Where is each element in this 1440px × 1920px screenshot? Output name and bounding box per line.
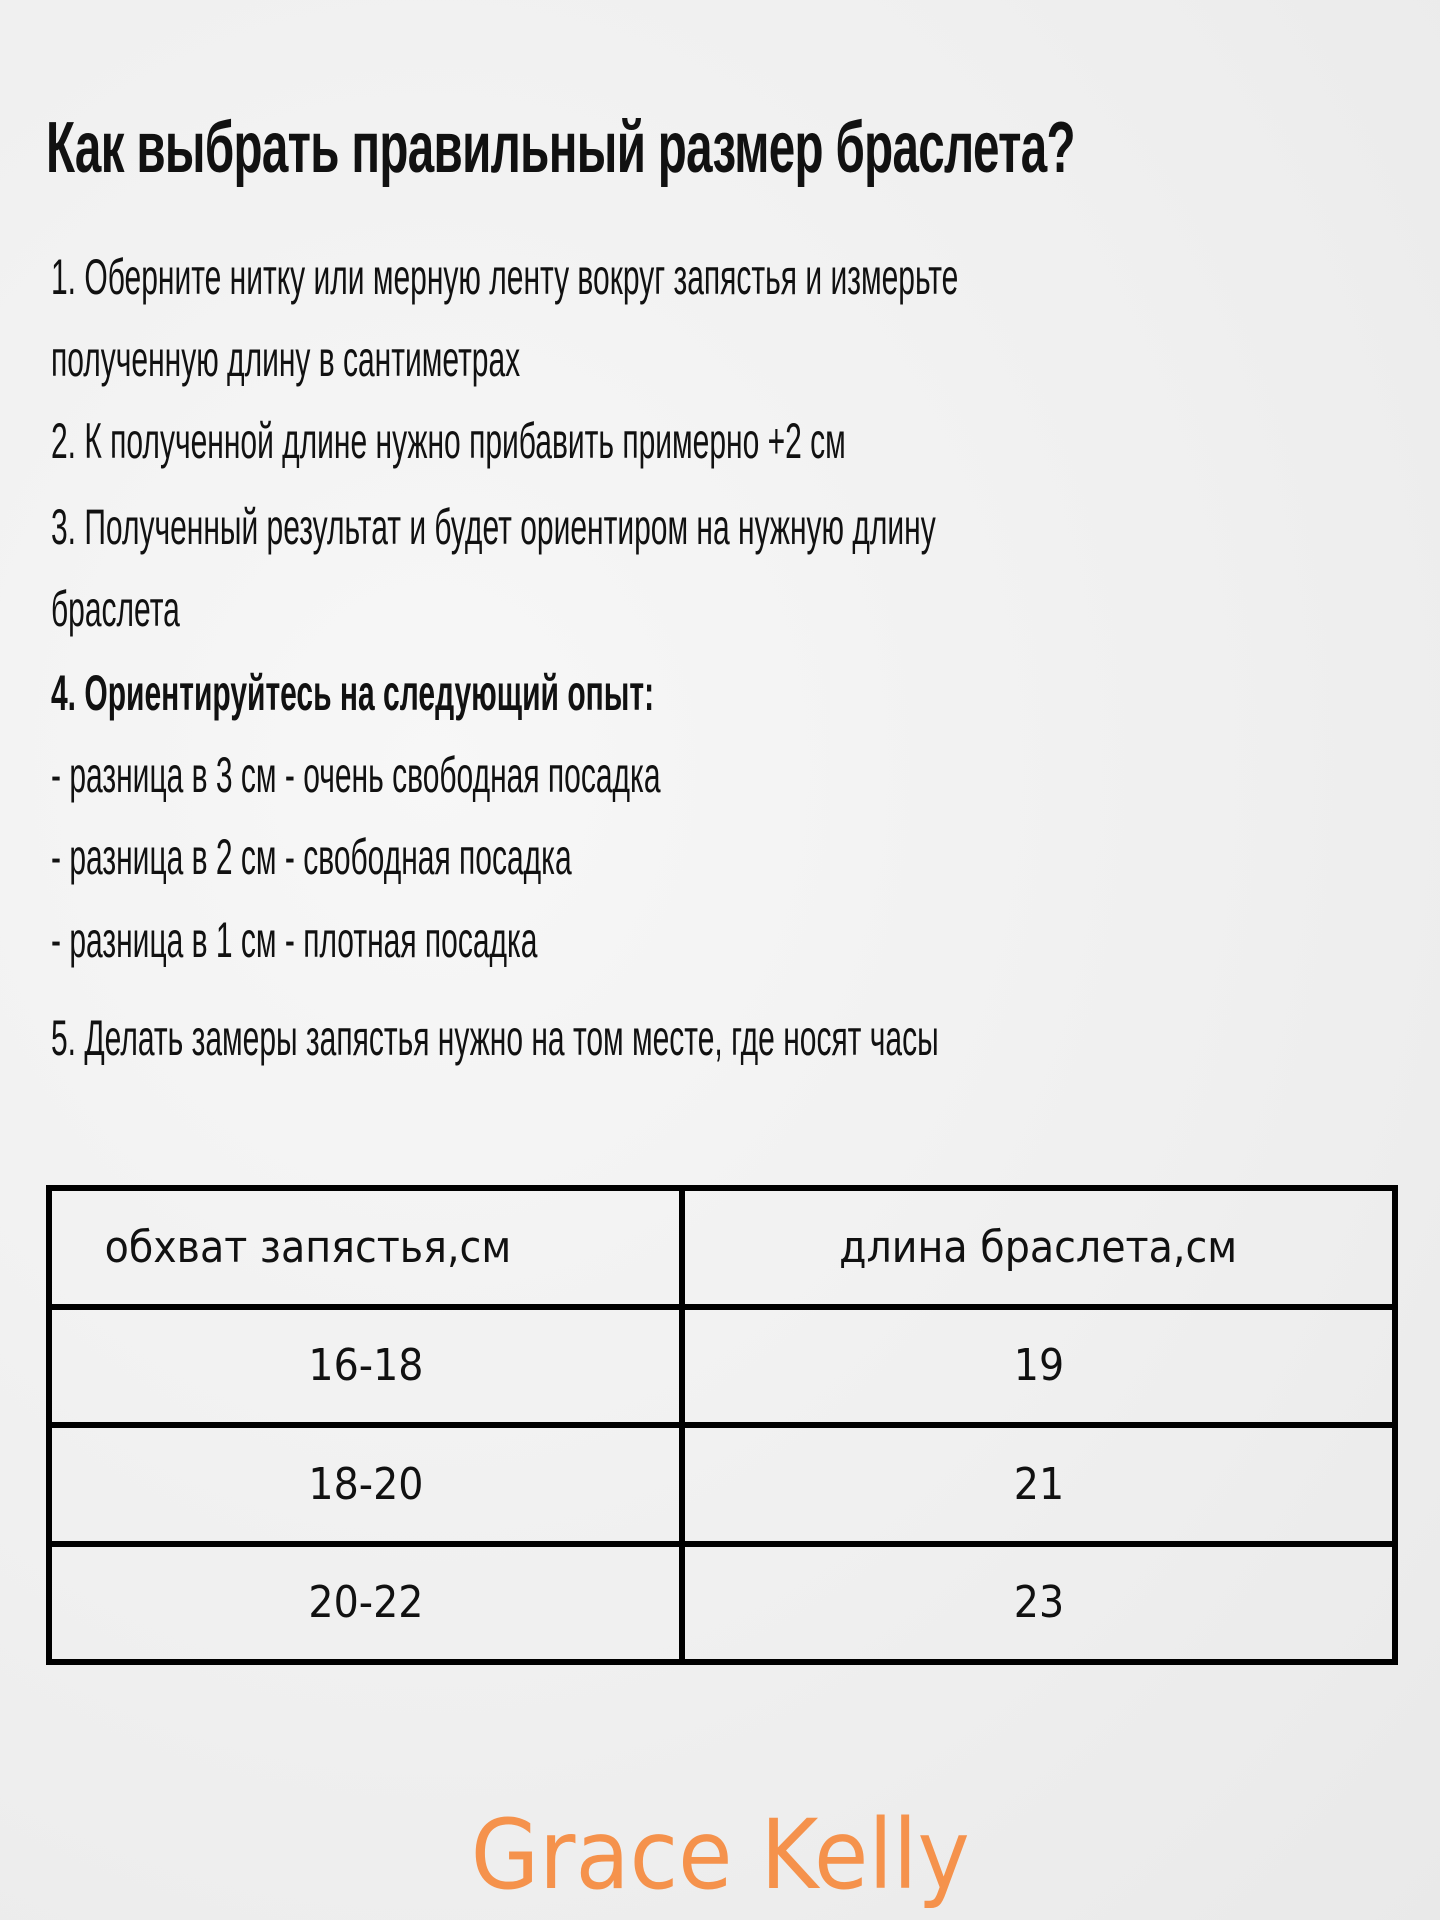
fit-item: - разница в 2 см - свободная посадка bbox=[51, 829, 572, 885]
table-header-row: обхват запястья,см длина браслета,см bbox=[46, 1185, 1398, 1310]
cell-length: 19 bbox=[679, 1303, 1398, 1428]
brand-logo-text: Grace Kelly bbox=[0, 1800, 1440, 1910]
instruction-line: 5. Делать замеры запястья нужно на том м… bbox=[51, 1010, 939, 1066]
cell-length: 21 bbox=[679, 1422, 1398, 1547]
cell-length: 23 bbox=[679, 1540, 1398, 1665]
cell-wrist: 18-20 bbox=[46, 1422, 685, 1547]
instruction-heading: 4. Ориентируйтесь на следующий опыт: bbox=[51, 665, 655, 721]
cell-wrist: 16-18 bbox=[46, 1303, 685, 1428]
table-row: 18-20 21 bbox=[46, 1422, 1398, 1547]
header-length: длина браслета,см bbox=[679, 1185, 1398, 1310]
brand-name: Grace Kelly bbox=[470, 1799, 970, 1911]
instruction-line: браслета bbox=[51, 581, 180, 637]
instruction-line: полученную длину в сантиметрах bbox=[51, 331, 521, 387]
table-row: 20-22 23 bbox=[46, 1540, 1398, 1665]
instruction-line: 3. Полученный результат и будет ориентир… bbox=[51, 499, 936, 555]
header-wrist: обхват запястья,см bbox=[46, 1185, 685, 1310]
instruction-line: 2. К полученной длине нужно прибавить пр… bbox=[51, 413, 846, 469]
fit-item: - разница в 3 см - очень свободная посад… bbox=[51, 747, 661, 803]
cell-wrist: 20-22 bbox=[46, 1540, 685, 1665]
table-row: 16-18 19 bbox=[46, 1303, 1398, 1428]
fit-item: - разница в 1 см - плотная посадка bbox=[51, 912, 538, 968]
instruction-line: 1. Оберните нитку или мерную ленту вокру… bbox=[51, 249, 959, 305]
size-table: обхват запястья,см длина браслета,см 16-… bbox=[46, 1185, 1398, 1665]
page-title: Как выбрать правильный размер браслета? bbox=[46, 108, 1076, 188]
